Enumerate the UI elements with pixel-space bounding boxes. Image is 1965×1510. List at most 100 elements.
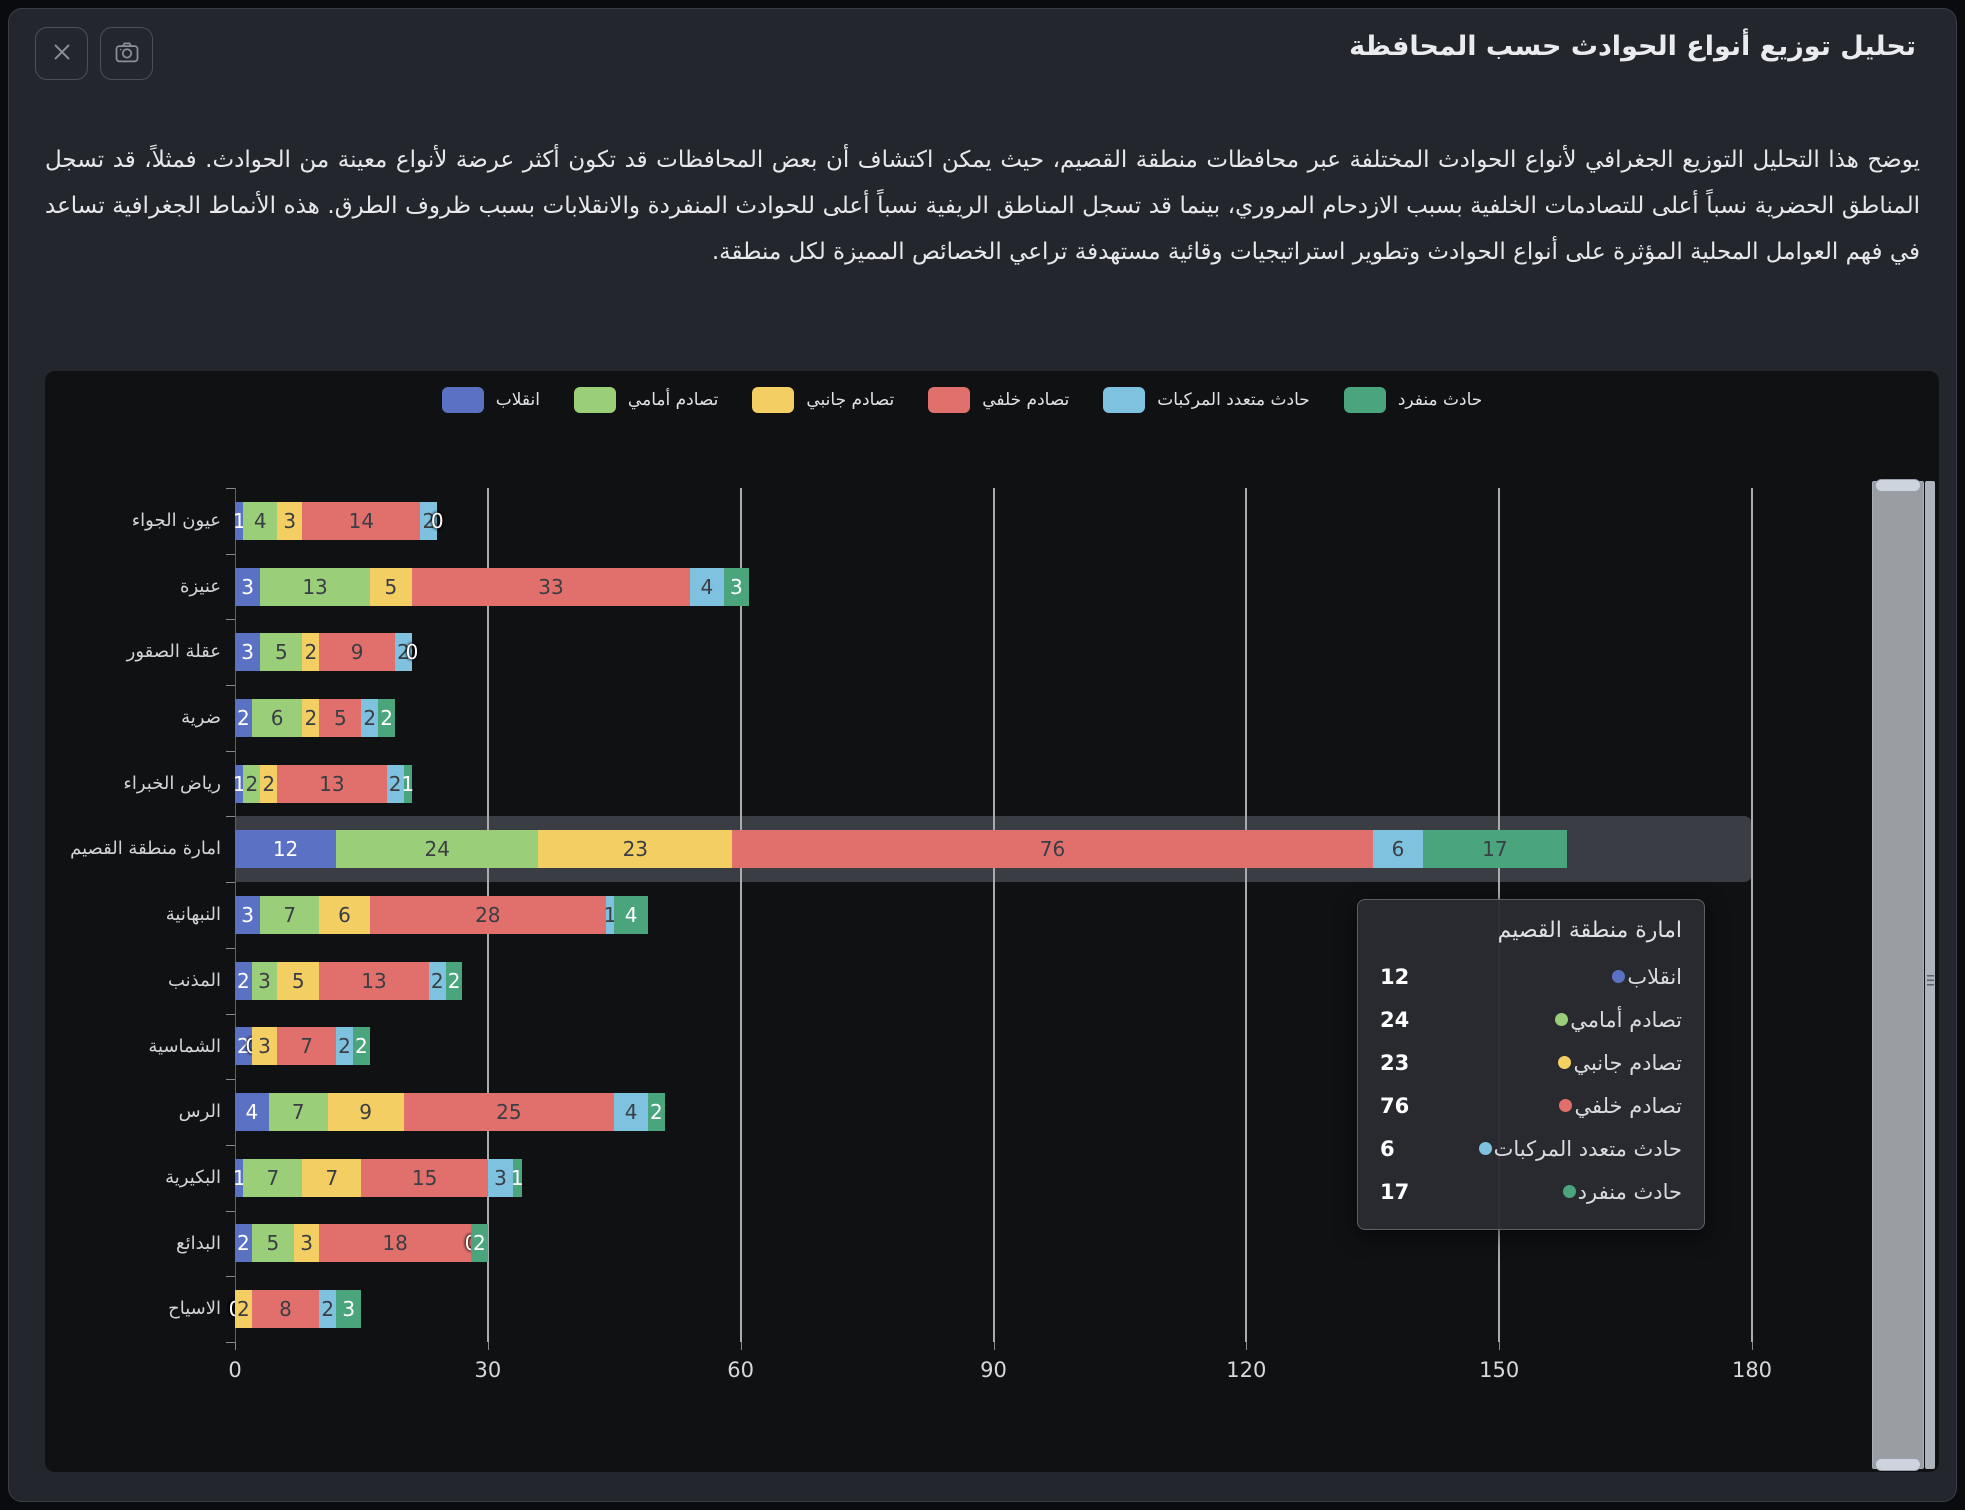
- tooltip-series-dot-icon: [1555, 1013, 1569, 1026]
- bar-segment[interactable]: 2: [235, 961, 252, 1000]
- bar-segment[interactable]: 28: [369, 896, 606, 934]
- bar-segment[interactable]: 3: [251, 1027, 278, 1066]
- bar-segment[interactable]: 33: [411, 567, 691, 606]
- bar-segment[interactable]: 3: [277, 501, 303, 540]
- bar-segment[interactable]: 5: [260, 633, 303, 672]
- bar-segment[interactable]: 1: [604, 896, 616, 934]
- bar-segment[interactable]: 12: [235, 830, 337, 869]
- bar-segment[interactable]: 2: [235, 1224, 252, 1263]
- bar-segment[interactable]: 3: [723, 567, 750, 606]
- bar-segment[interactable]: 5: [277, 961, 320, 1000]
- bar-segment[interactable]: 9: [327, 1093, 404, 1132]
- tooltip-rows: 12 انقلاب 24 تصادم أمامي 23 تصادم جانبي 76 تصاد…: [1380, 955, 1682, 1213]
- bar-segment[interactable]: 2: [386, 764, 404, 803]
- bar-segment[interactable]: 7: [268, 1093, 328, 1132]
- bar-segment[interactable]: 3: [293, 1224, 320, 1263]
- legend-item[interactable]: حادث متعدد المركبات: [1103, 387, 1310, 413]
- bar-segment[interactable]: 7: [277, 1027, 337, 1066]
- bar-segment[interactable]: 2: [361, 698, 379, 737]
- bar-segment[interactable]: 18: [319, 1224, 471, 1263]
- legend-item[interactable]: حادث منفرد: [1343, 387, 1482, 413]
- datazoom-top-handle[interactable]: [1875, 479, 1921, 492]
- bar-segment[interactable]: 6: [319, 896, 370, 934]
- bar-segment[interactable]: 25: [403, 1093, 615, 1132]
- screenshot-button[interactable]: [100, 27, 153, 80]
- bar-value-label: 12: [272, 837, 299, 862]
- bar-segment[interactable]: 1: [511, 1158, 524, 1197]
- bar-segment[interactable]: 4: [243, 501, 278, 540]
- bar-segment[interactable]: 13: [319, 961, 429, 1000]
- bar-segment[interactable]: 13: [277, 764, 387, 803]
- bar-value-label: 7: [300, 1034, 313, 1059]
- bar-segment[interactable]: 6: [1372, 830, 1424, 869]
- bar-segment[interactable]: 2: [235, 698, 252, 737]
- tooltip-series-dot-icon: [1612, 970, 1626, 983]
- bar-segment[interactable]: 2: [445, 961, 463, 1000]
- bar-segment[interactable]: 23: [538, 830, 733, 869]
- bar-segment[interactable]: 2: [235, 1027, 252, 1066]
- bar-segment[interactable]: 5: [319, 698, 362, 737]
- bar-segment[interactable]: 2: [420, 501, 438, 540]
- bar-value-label: 2: [262, 771, 276, 796]
- bar-segment[interactable]: 2: [647, 1093, 665, 1132]
- bar-segment[interactable]: 2: [302, 698, 320, 737]
- bar-segment[interactable]: 7: [302, 1158, 362, 1197]
- bar-segment[interactable]: 4: [690, 567, 724, 606]
- bar-segment[interactable]: 2: [378, 698, 396, 737]
- datazoom-selected-range[interactable]: [1872, 481, 1924, 1469]
- y-axis-label: ضرية: [181, 707, 221, 729]
- bar-value-label: 5: [274, 640, 288, 665]
- datazoom-bottom-handle[interactable]: [1875, 1458, 1921, 1471]
- bar-segment[interactable]: 3: [235, 633, 261, 672]
- bar-segment[interactable]: 2: [302, 633, 320, 672]
- bar-segment[interactable]: 2: [336, 1027, 353, 1066]
- close-button[interactable]: [35, 27, 88, 80]
- legend-item[interactable]: انقلاب: [441, 387, 540, 413]
- bar-segment[interactable]: 1: [401, 764, 414, 803]
- bar-segment[interactable]: 2: [470, 1224, 488, 1263]
- bar-segment[interactable]: 7: [260, 896, 320, 934]
- legend-item[interactable]: تصادم أمامي: [573, 387, 718, 413]
- bar-segment[interactable]: 2: [319, 1290, 337, 1329]
- close-icon: [48, 38, 76, 69]
- x-axis-label: 150: [1479, 1358, 1520, 1382]
- bar-segment[interactable]: 3: [251, 961, 278, 1000]
- bar-segment[interactable]: 4: [614, 896, 648, 934]
- datazoom-slider[interactable]: [1872, 479, 1935, 1471]
- y-axis-tick: [226, 1210, 235, 1212]
- bar-segment[interactable]: 3: [487, 1158, 514, 1197]
- bar-value-label: 25: [496, 1100, 522, 1125]
- bar-segment[interactable]: 14: [302, 501, 421, 540]
- bar-segment[interactable]: 17: [1423, 830, 1567, 869]
- bar-segment[interactable]: 3: [336, 1290, 362, 1329]
- bar-value-label: 3: [241, 903, 255, 927]
- x-axis-tick: [993, 1342, 995, 1350]
- legend-label: انقلاب: [495, 390, 540, 410]
- legend-item[interactable]: تصادم جانبي: [752, 387, 894, 413]
- bar-segment[interactable]: 7: [243, 1158, 303, 1197]
- bar-segment[interactable]: 1: [232, 1158, 246, 1197]
- bar-segment[interactable]: 3: [235, 567, 261, 606]
- bar-segment[interactable]: 4: [614, 1093, 648, 1132]
- bar-segment[interactable]: 76: [732, 830, 1373, 869]
- bar-value-label: 1: [232, 1165, 246, 1190]
- bar-segment[interactable]: 3: [235, 896, 261, 934]
- bar-segment[interactable]: 2: [260, 764, 278, 803]
- bar-segment[interactable]: 13: [260, 567, 370, 606]
- bar-segment[interactable]: 5: [251, 1224, 294, 1263]
- bar-segment[interactable]: 2: [352, 1027, 370, 1066]
- bar-segment[interactable]: 5: [369, 567, 412, 606]
- bar-segment[interactable]: 9: [319, 633, 396, 672]
- legend-item[interactable]: تصادم خلفي: [928, 387, 1069, 413]
- bar-segment[interactable]: 24: [336, 830, 539, 869]
- bar-segment[interactable]: 8: [251, 1290, 320, 1329]
- bar-segment[interactable]: 2: [243, 764, 261, 803]
- bar-segment[interactable]: 1: [233, 764, 246, 803]
- bar-segment[interactable]: 2: [428, 961, 446, 1000]
- bar-segment[interactable]: 2: [235, 1290, 252, 1329]
- bar-segment[interactable]: 4: [235, 1093, 269, 1132]
- bar-segment[interactable]: 2: [395, 633, 412, 672]
- bar-segment[interactable]: 15: [361, 1158, 488, 1197]
- bar-segment[interactable]: 6: [251, 698, 303, 737]
- bar-segment[interactable]: 1: [233, 501, 246, 540]
